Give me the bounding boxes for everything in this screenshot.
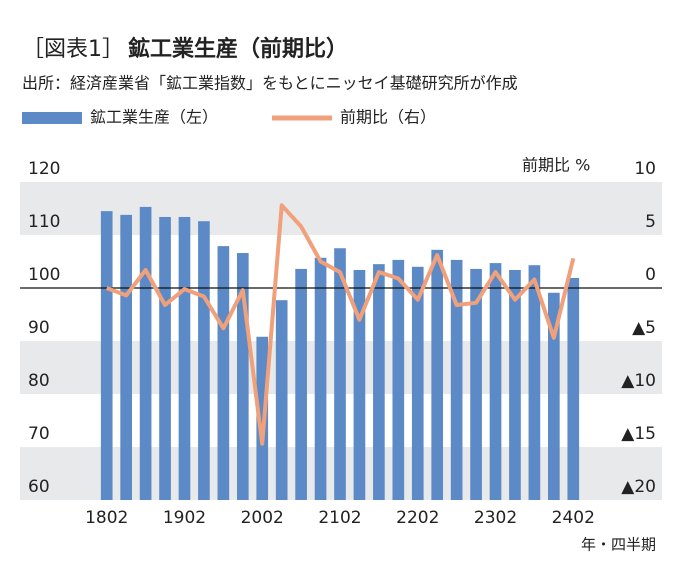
bar (236, 253, 249, 500)
y2-tick-label: 5 (645, 212, 656, 232)
y2-tick-label: 0 (645, 265, 656, 285)
y-tick-label: 120 (28, 159, 60, 179)
y2-tick-label: ▲15 (621, 424, 656, 444)
x-axis-label: 年・四半期 (581, 536, 656, 554)
legend-label: 前期比（右） (340, 108, 436, 127)
subtitle: 出所：経済産業省「鉱工業指数」をもとにニッセイ基礎研究所が作成 (22, 74, 518, 93)
bar (256, 336, 269, 500)
legend-label: 鉱工業生産（左） (90, 108, 218, 127)
y-tick-label: 90 (28, 318, 50, 338)
bar (411, 266, 424, 500)
bar (470, 268, 482, 500)
y2-tick-label: ▲20 (621, 477, 656, 497)
bar (353, 269, 366, 500)
bar (139, 206, 152, 500)
bar (548, 292, 560, 500)
bar (217, 246, 230, 500)
x-tick-label: 2302 (474, 508, 517, 528)
bar (120, 214, 132, 501)
x-tick-label: 2402 (552, 508, 595, 528)
bar (373, 264, 385, 500)
x-tick-label: 2102 (318, 508, 361, 528)
y-tick-label: 110 (28, 212, 60, 232)
bar (159, 216, 171, 501)
bar (431, 249, 444, 500)
bar (100, 211, 113, 500)
band (20, 182, 662, 235)
y2-axis-label: 前期比 % (522, 156, 590, 175)
bar (392, 259, 405, 500)
bar (450, 259, 463, 500)
bar (489, 263, 502, 500)
y2-tick-label: 10 (634, 159, 656, 179)
x-tick-label: 2002 (241, 508, 284, 528)
bar (567, 277, 580, 500)
legend-swatch (22, 112, 82, 124)
bar (509, 269, 521, 500)
bar (314, 257, 327, 500)
bar (178, 216, 191, 501)
line (105, 203, 576, 446)
bar (528, 265, 541, 500)
bar (275, 300, 288, 500)
chart-title: 鉱工業生産（前期比） (128, 36, 348, 62)
figure-label: ［図表1］ (22, 37, 124, 62)
bar (334, 248, 346, 500)
bar (198, 221, 210, 500)
y-tick-label: 100 (28, 265, 60, 285)
y2-tick-label: ▲10 (621, 371, 656, 391)
y-tick-label: 60 (28, 477, 50, 497)
y-tick-label: 80 (28, 371, 50, 391)
bar (295, 268, 307, 500)
y2-tick-label: ▲5 (632, 318, 656, 338)
x-tick-label: 1902 (163, 508, 206, 528)
x-tick-label: 1802 (85, 508, 128, 528)
y-tick-label: 70 (28, 424, 50, 444)
x-tick-label: 2202 (396, 508, 439, 528)
